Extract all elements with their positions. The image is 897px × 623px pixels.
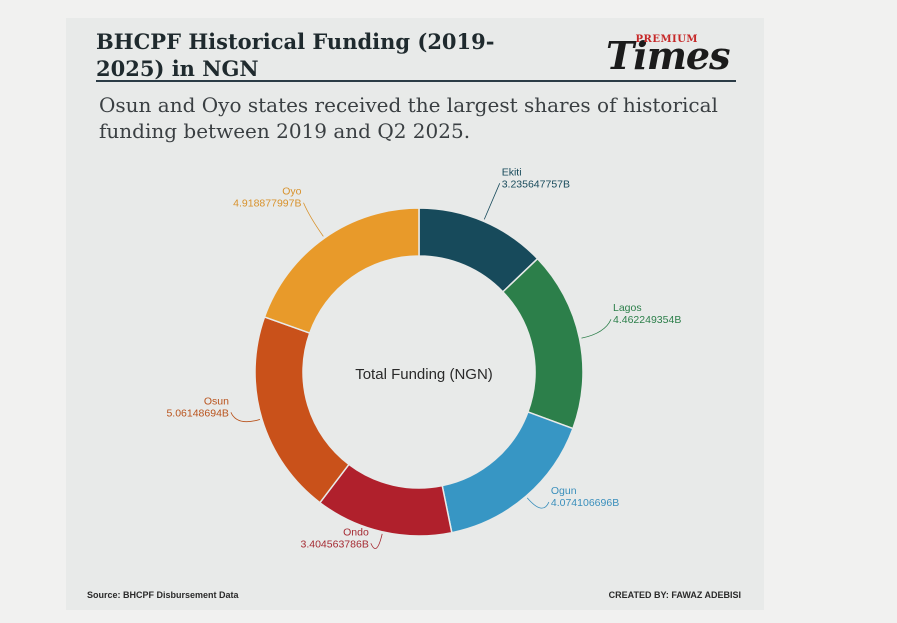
slice-value-oyo: 4.918877997B (233, 198, 301, 210)
slice-lagos (501, 257, 584, 430)
source-note: Source: BHCPF Disbursement Data (87, 590, 239, 600)
donut-slices (254, 207, 584, 537)
slice-label-osun: Osun (204, 395, 229, 407)
slice-label-oyo: Oyo (282, 186, 301, 198)
label-leader-lines (230, 183, 612, 549)
slice-oyo (263, 207, 420, 335)
slice-labels: Ekiti3.235647757BLagos4.462249354BOgun4.… (166, 166, 681, 550)
center-label: Total Funding (NGN) (355, 366, 493, 383)
leader-line-oyo (303, 202, 324, 237)
chart-subtitle: Osun and Oyo states received the largest… (99, 93, 718, 143)
logo-premium-label: PREMIUM (635, 34, 698, 45)
chart-title: BHCPF Historical Funding (2019-2025) in … (96, 29, 495, 81)
logo-wordmark: Times (606, 33, 730, 78)
author-credit: CREATED BY: FAWAZ ADEBISI (608, 590, 741, 600)
slice-value-ogun: 4.074106696B (551, 497, 619, 509)
slice-label-ekiti: Ekiti (502, 166, 522, 178)
premium-times-logo: Times PREMIUM (606, 30, 736, 78)
leader-line-osun (230, 412, 261, 423)
leader-line-ogun (526, 497, 550, 509)
slice-label-ondo: Ondo (343, 526, 369, 538)
leader-line-ekiti (483, 183, 501, 220)
leader-line-lagos (581, 319, 612, 339)
slice-ogun (441, 411, 574, 534)
slice-label-lagos: Lagos (613, 302, 642, 314)
slice-value-ekiti: 3.235647757B (502, 178, 570, 190)
slice-label-ogun: Ogun (551, 485, 577, 497)
slice-value-lagos: 4.462249354B (613, 314, 681, 326)
slice-value-ondo: 3.404563786B (301, 538, 369, 550)
slice-osun (254, 316, 350, 504)
leader-line-ondo (370, 533, 383, 549)
title-divider (96, 80, 736, 82)
slice-value-osun: 5.06148694B (166, 407, 228, 419)
